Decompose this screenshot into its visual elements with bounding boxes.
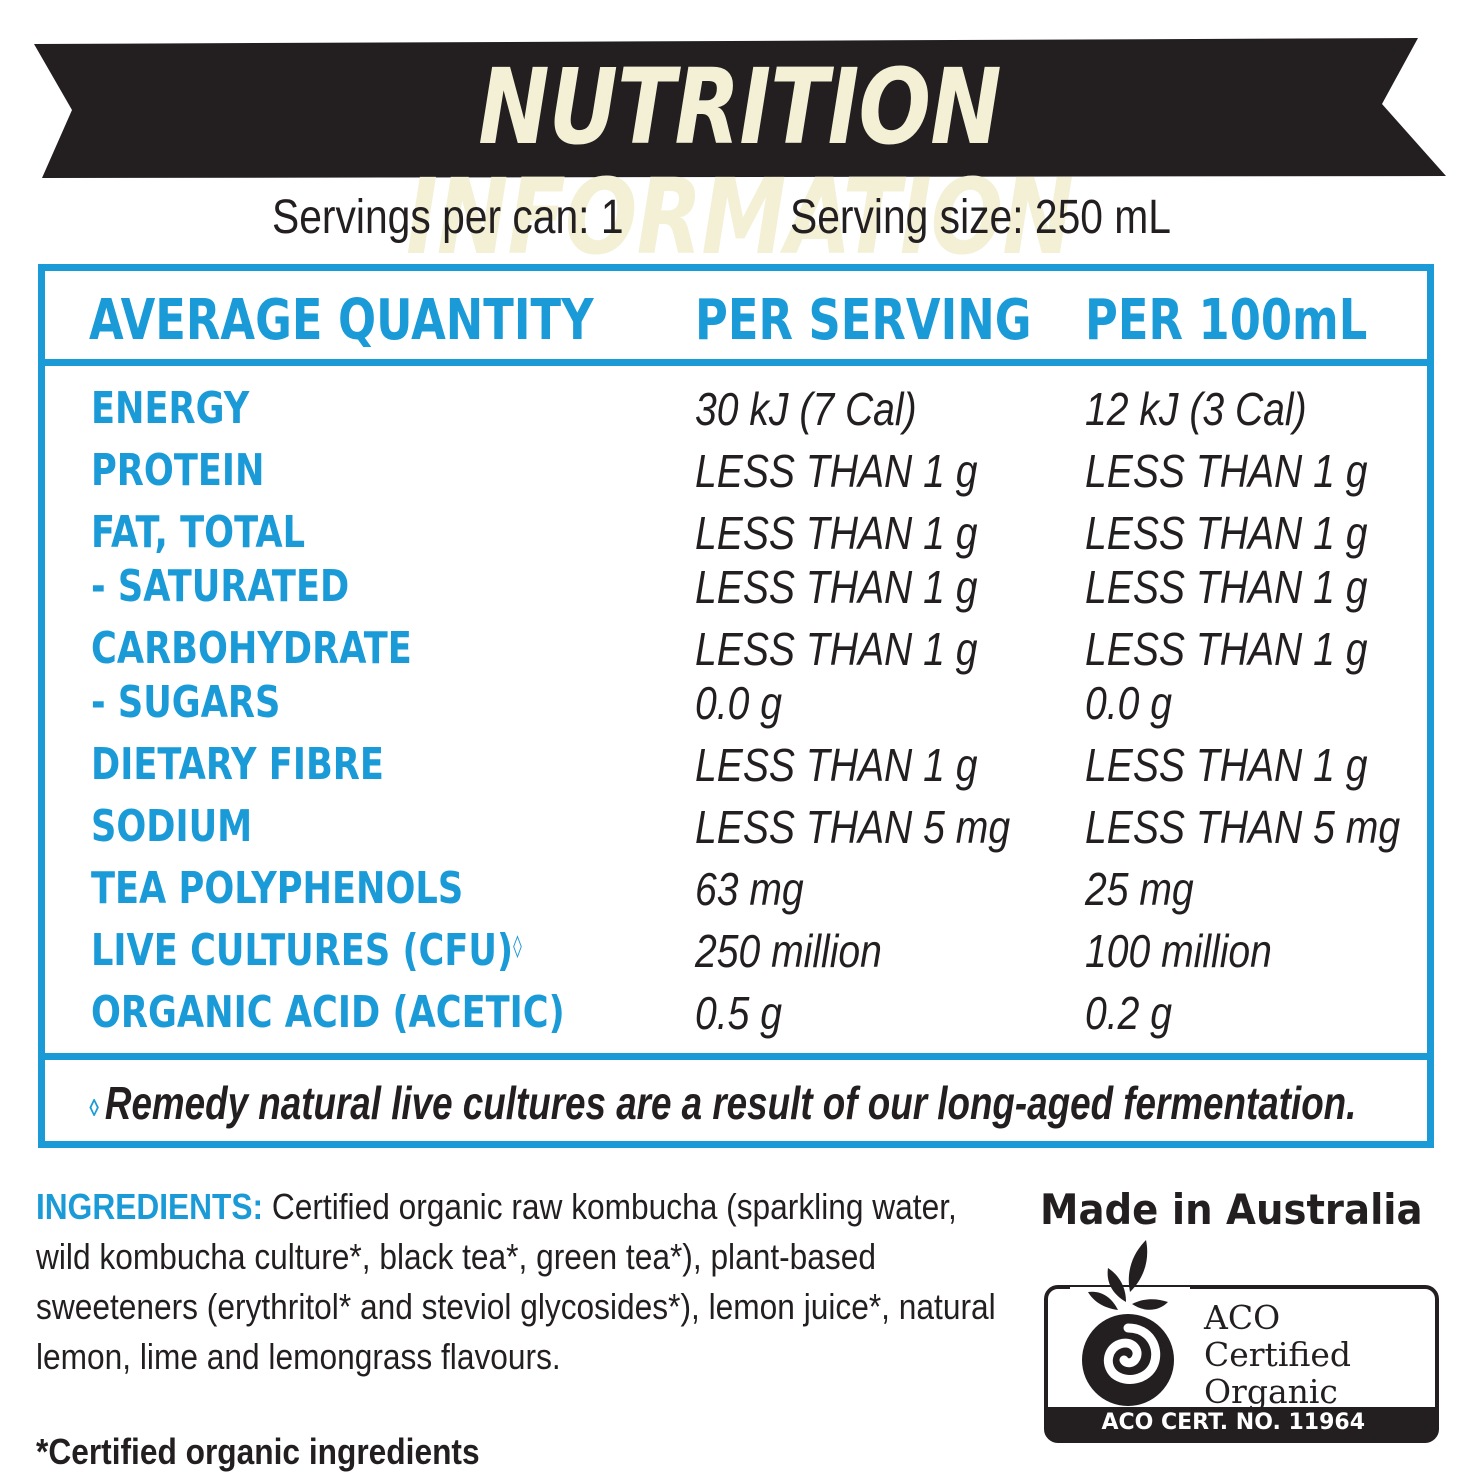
table-row: - SATURATED LESS THAN 1 g LESS THAN 1 g <box>45 559 1427 617</box>
aco-leaf-spiral-icon <box>1070 1240 1190 1407</box>
per-100ml-value: LESS THAN 1 g <box>1085 561 1368 613</box>
table-row: LIVE CULTURES (CFU)◊ 250 million 100 mil… <box>45 923 1427 981</box>
header-per-serving: PER SERVING <box>695 288 1032 353</box>
table-footnote: ◊ Remedy natural live cultures are a resu… <box>89 1071 1356 1135</box>
aco-line-1: ACO <box>1204 1298 1281 1337</box>
per-serving-value: 30 kJ (7 Cal) <box>695 383 917 435</box>
per-100ml-value: 0.0 g <box>1085 677 1172 729</box>
header-per-100ml: PER 100mL <box>1085 288 1368 353</box>
table-row: TEA POLYPHENOLS 63 mg 25 mg <box>45 861 1427 919</box>
serving-size: Serving size: 250 mL <box>790 191 1171 244</box>
servings-per-can: Servings per can: 1 <box>272 191 624 244</box>
nutrient-name-text: LIVE CULTURES (CFU) <box>91 925 514 976</box>
aco-cert-number: ACO CERT. NO. 11964 <box>1048 1407 1435 1439</box>
per-100ml-value: LESS THAN 1 g <box>1085 507 1368 559</box>
aco-line-3: Organic <box>1204 1372 1338 1411</box>
nutrition-table: AVERAGE QUANTITY PER SERVING PER 100mL E… <box>38 264 1434 1148</box>
per-serving-value: 250 million <box>695 925 882 977</box>
per-100ml-value: 100 million <box>1085 925 1272 977</box>
nutrient-name: LIVE CULTURES (CFU)◊ <box>91 923 522 979</box>
made-in-australia: Made in Australia <box>1040 1185 1423 1234</box>
per-serving-value: LESS THAN 1 g <box>695 739 978 791</box>
per-serving-value: LESS THAN 1 g <box>695 623 978 675</box>
nutrient-name: ENERGY <box>91 383 250 434</box>
per-100ml-value: 12 kJ (3 Cal) <box>1085 383 1307 435</box>
nutrient-name: DIETARY FIBRE <box>91 739 384 790</box>
per-100ml-value: 25 mg <box>1085 863 1194 915</box>
nutrient-name: - SATURATED <box>91 561 350 612</box>
per-100ml-value: LESS THAN 1 g <box>1085 739 1368 791</box>
certified-organic-note: *Certified organic ingredients <box>36 1431 480 1472</box>
nutrient-name: - SUGARS <box>91 677 281 728</box>
per-serving-value: 0.5 g <box>695 987 782 1039</box>
nutrient-name: FAT, TOTAL <box>91 507 306 558</box>
page-title: NUTRITION INFORMATION <box>406 46 1074 278</box>
table-row: DIETARY FIBRE LESS THAN 1 g LESS THAN 1 … <box>45 737 1427 795</box>
ingredients-text: Certified organic raw kombucha (sparklin… <box>36 1186 996 1377</box>
nutrient-name: SODIUM <box>91 801 253 852</box>
nutrient-name: TEA POLYPHENOLS <box>91 863 464 914</box>
footnote-marker: ◊ <box>513 934 522 959</box>
per-serving-value: LESS THAN 1 g <box>695 561 978 613</box>
header-divider <box>45 359 1427 366</box>
table-row: PROTEIN LESS THAN 1 g LESS THAN 1 g <box>45 443 1427 501</box>
per-100ml-value: LESS THAN 5 mg <box>1085 801 1401 853</box>
table-row: ORGANIC ACID (ACETIC) 0.5 g 0.2 g <box>45 985 1427 1043</box>
servings-info: Servings per can: 1 Serving size: 250 mL <box>0 190 1479 250</box>
per-serving-value: LESS THAN 1 g <box>695 507 978 559</box>
per-serving-value: 0.0 g <box>695 677 782 729</box>
per-100ml-value: LESS THAN 1 g <box>1085 623 1368 675</box>
per-100ml-value: LESS THAN 1 g <box>1085 445 1368 497</box>
nutrient-name: ORGANIC ACID (ACETIC) <box>91 987 565 1038</box>
nutrient-name: CARBOHYDRATE <box>91 623 412 674</box>
footnote-marker: ◊ <box>89 1095 99 1122</box>
table-row: CARBOHYDRATE LESS THAN 1 g LESS THAN 1 g <box>45 621 1427 679</box>
per-serving-value: LESS THAN 5 mg <box>695 801 1011 853</box>
aco-text: ACO Certified Organic <box>1204 1299 1351 1410</box>
ingredients: INGREDIENTS: Certified organic raw kombu… <box>36 1182 1013 1382</box>
footer-divider <box>45 1053 1427 1060</box>
nutrient-name: PROTEIN <box>91 445 265 496</box>
per-serving-value: LESS THAN 1 g <box>695 445 978 497</box>
footnote-text: Remedy natural live cultures are a resul… <box>104 1077 1357 1129</box>
table-row: SODIUM LESS THAN 5 mg LESS THAN 5 mg <box>45 799 1427 857</box>
header-average-quantity: AVERAGE QUANTITY <box>89 288 594 353</box>
table-row: FAT, TOTAL LESS THAN 1 g LESS THAN 1 g <box>45 505 1427 563</box>
per-100ml-value: 0.2 g <box>1085 987 1172 1039</box>
ingredients-label: INGREDIENTS: <box>36 1186 264 1227</box>
title-banner <box>34 38 1446 178</box>
per-serving-value: 63 mg <box>695 863 804 915</box>
table-row: - SUGARS 0.0 g 0.0 g <box>45 675 1427 733</box>
table-row: ENERGY 30 kJ (7 Cal) 12 kJ (3 Cal) <box>45 381 1427 439</box>
aco-line-2: Certified <box>1204 1335 1352 1374</box>
